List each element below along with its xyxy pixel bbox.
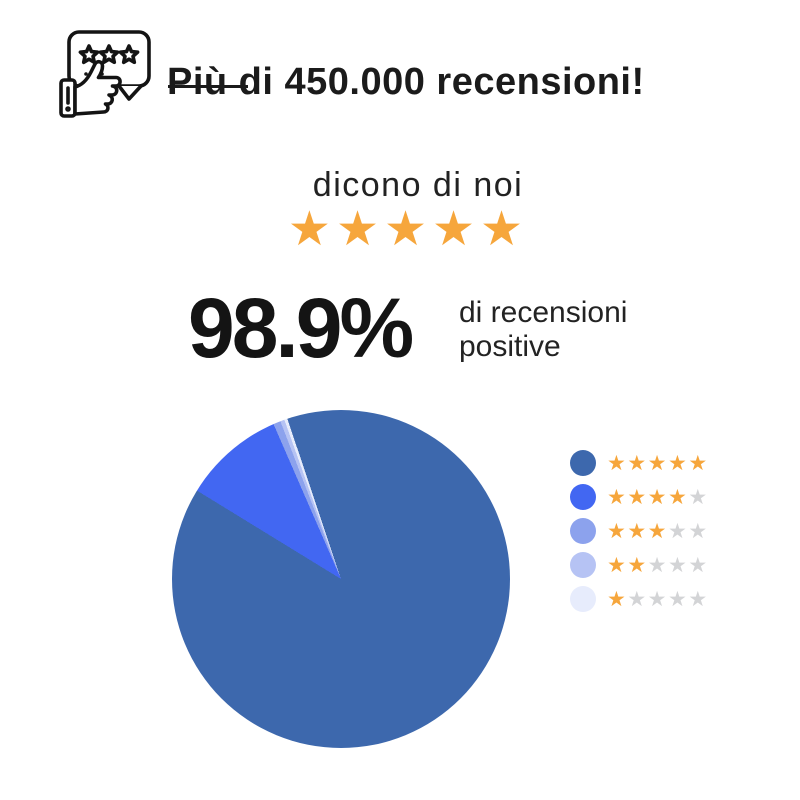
legend-color-dot [570,586,596,612]
positive-reviews-percentage: 98.9% [188,281,414,375]
bubble-star-icon [118,44,140,65]
legend-row: ★★★★★ [570,446,709,480]
legend-row: ★★★★★ [570,582,709,616]
star-icon: ★ [480,203,529,256]
legend-star-rating: ★★★★★ [607,589,709,610]
legend-star-rating: ★★★★★ [607,453,709,474]
legend-row: ★★★★★ [570,480,709,514]
tagline-stars: ★★★★★ [288,202,528,257]
star-filled-icon: ★ [607,587,628,611]
star-icon: ★ [287,203,336,256]
star-filled-icon: ★ [688,451,709,475]
star-filled-icon: ★ [667,485,689,509]
legend-star-rating: ★★★★★ [607,521,709,542]
bubble-star-icon [78,44,100,65]
star-filled-icon: ★ [667,451,689,475]
positive-reviews-label: di recensioni positive [459,296,627,364]
star-empty-icon: ★ [627,587,648,611]
star-empty-icon: ★ [667,553,689,577]
positive-reviews-label-line2: positive [459,330,561,363]
legend-color-dot [570,450,596,476]
tagline-text: dicono di noi [312,166,524,204]
star-empty-icon: ★ [688,587,709,611]
thumbs-up-icon [59,59,122,118]
star-empty-icon: ★ [647,553,668,577]
star-filled-icon: ★ [647,451,668,475]
star-empty-icon: ★ [688,553,709,577]
chart-legend: ★★★★★ ★★★★★ ★★★★★ ★★★★★ ★★★★★ [570,446,709,616]
star-filled-icon: ★ [647,485,668,509]
title-underline [168,85,248,88]
positive-reviews-label-line1: di recensioni [459,296,628,329]
star-empty-icon: ★ [688,519,709,543]
star-icon: ★ [383,203,433,256]
bubble-star-icon [98,44,120,65]
star-empty-icon: ★ [688,485,709,509]
speech-bubble-tail [117,84,143,101]
legend-color-dot [570,518,596,544]
star-filled-icon: ★ [607,451,628,475]
star-filled-icon: ★ [627,451,648,475]
star-filled-icon: ★ [627,553,648,577]
legend-star-rating: ★★★★★ [607,487,709,508]
pie-chart [172,410,510,748]
legend-color-dot [570,484,596,510]
star-filled-icon: ★ [607,519,628,543]
star-filled-icon: ★ [627,519,648,543]
review-bubble-thumbs-up-icon [59,30,151,118]
star-icon: ★ [432,203,481,256]
page-title: Più di 450.000 recensioni! [167,61,645,104]
star-filled-icon: ★ [607,553,628,577]
star-filled-icon: ★ [647,519,668,543]
star-empty-icon: ★ [667,587,689,611]
legend-color-dot [570,552,596,578]
star-filled-icon: ★ [607,485,628,509]
star-icon: ★ [335,203,384,256]
star-empty-icon: ★ [647,587,668,611]
legend-star-rating: ★★★★★ [607,555,709,576]
legend-row: ★★★★★ [570,514,709,548]
star-empty-icon: ★ [667,519,689,543]
star-filled-icon: ★ [627,485,648,509]
legend-row: ★★★★★ [570,548,709,582]
